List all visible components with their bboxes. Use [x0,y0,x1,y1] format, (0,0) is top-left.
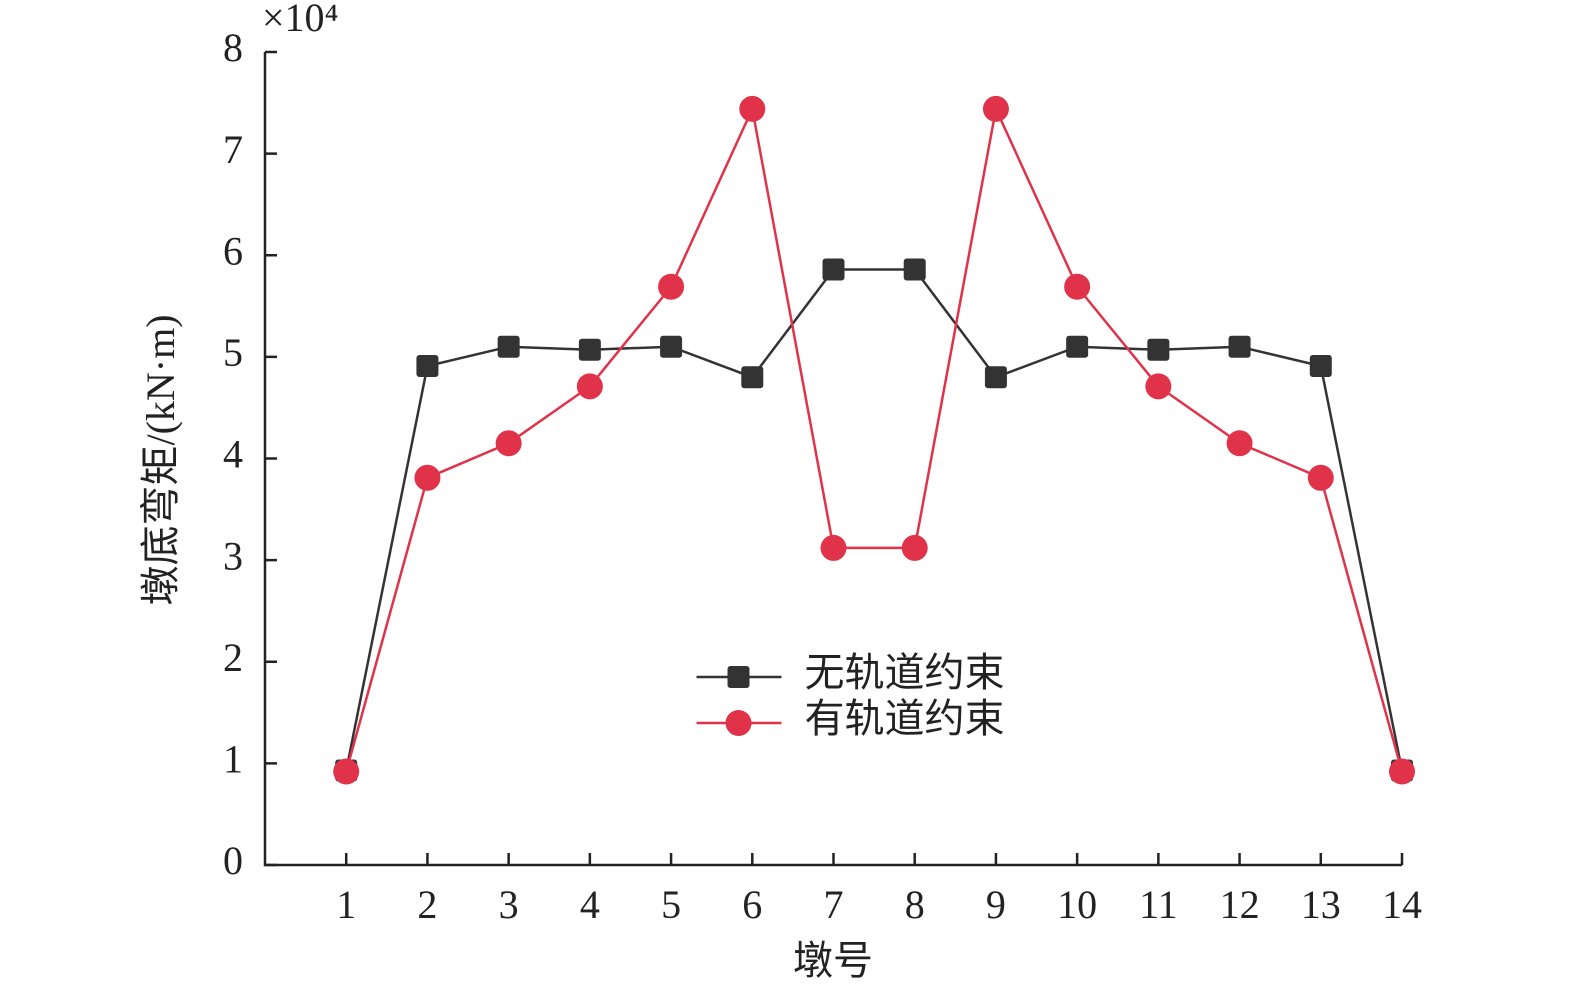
y-tick-label: 7 [223,127,243,172]
x-tick-label: 5 [661,882,681,927]
marker [1064,273,1091,300]
legend-label: 有轨道约束 [805,696,1005,741]
y-multiplier: ×10⁴ [262,0,339,40]
x-tick-label: 3 [499,882,519,927]
marker [982,95,1009,122]
y-tick-label: 1 [223,737,243,782]
x-tick-label: 10 [1057,882,1097,927]
x-tick-label: 8 [905,882,925,927]
x-tick-label: 4 [580,882,600,927]
y-tick-label: 3 [223,533,243,578]
x-tick-label: 2 [417,882,437,927]
marker [727,666,750,688]
marker [739,95,766,122]
marker [658,273,685,300]
x-axis-label: 墩号 [793,938,873,983]
y-tick-label: 0 [223,838,243,883]
marker [903,258,926,281]
marker [1147,338,1170,361]
marker [725,710,752,736]
x-tick-label: 6 [742,882,762,927]
axes [263,52,1402,867]
legend-label: 无轨道约束 [805,650,1005,695]
marker [1066,335,1089,358]
marker [901,534,928,561]
x-tick-label: 14 [1382,882,1422,927]
x-tick-label: 7 [824,882,844,927]
y-axis-label: 墩底弯矩/(kN·m) [138,314,183,605]
marker [495,430,522,457]
marker [416,355,439,378]
marker [576,373,603,400]
marker [578,338,601,361]
y-tick-label: 8 [223,25,243,70]
marker [1307,464,1334,491]
marker [820,534,847,561]
marker [660,335,683,358]
marker [822,258,845,281]
marker [497,335,520,358]
x-tick-label: 12 [1220,882,1260,927]
x-tick-label: 11 [1139,882,1178,927]
y-tick-label: 6 [223,228,243,273]
marker [1145,373,1172,400]
x-tick-label: 1 [336,882,356,927]
y-tick-label: 2 [223,635,243,680]
marker [1226,430,1253,457]
marker [1309,355,1332,378]
marker [984,366,1007,389]
marker [414,464,441,491]
x-tick-label: 13 [1301,882,1341,927]
y-tick-label: 5 [223,330,243,375]
marker [1228,335,1251,358]
marker [1389,758,1415,785]
marker [333,758,360,785]
x-tick-label: 9 [986,882,1006,927]
marker [741,366,764,389]
series-line [345,104,1404,772]
y-tick-label: 4 [223,432,243,477]
series-line [344,268,1404,771]
